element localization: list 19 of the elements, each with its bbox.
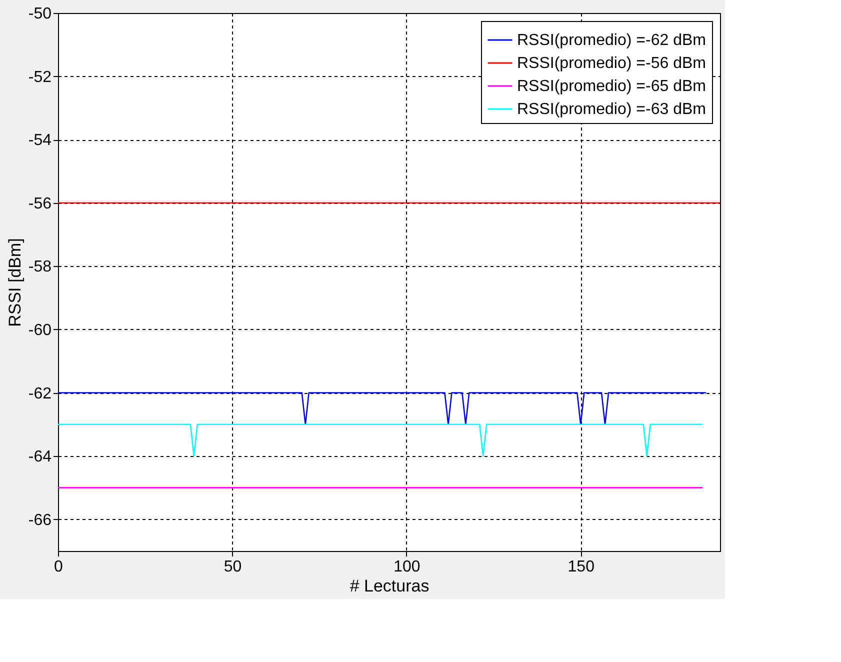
legend-label: RSSI(promedio) =-63 dBm [517,101,706,118]
x-tick-label: 50 [224,558,242,576]
y-tick-label: -60 [28,322,52,339]
x-tick-label: 150 [568,558,595,576]
y-tick-label: -64 [28,448,52,466]
y-tick-label: -52 [28,68,52,86]
legend-label: RSSI(promedio) =-56 dBm [517,55,706,72]
x-axis-title: # Lecturas [350,576,430,596]
legend-label: RSSI(promedio) =-62 dBm [517,32,706,49]
y-tick-label: -58 [28,258,52,276]
y-axis-title: RSSI [dBm] [5,238,24,327]
legend-label: RSSI(promedio) =-65 dBm [517,78,706,95]
y-tick-label: -66 [28,512,52,529]
x-tick-label: 0 [54,558,64,576]
y-tick-label: -54 [28,132,52,150]
y-tick-label: -56 [28,195,52,212]
y-tick-label: -50 [28,6,52,22]
x-tick-label: 100 [394,558,420,576]
y-tick-label: -62 [28,385,52,402]
